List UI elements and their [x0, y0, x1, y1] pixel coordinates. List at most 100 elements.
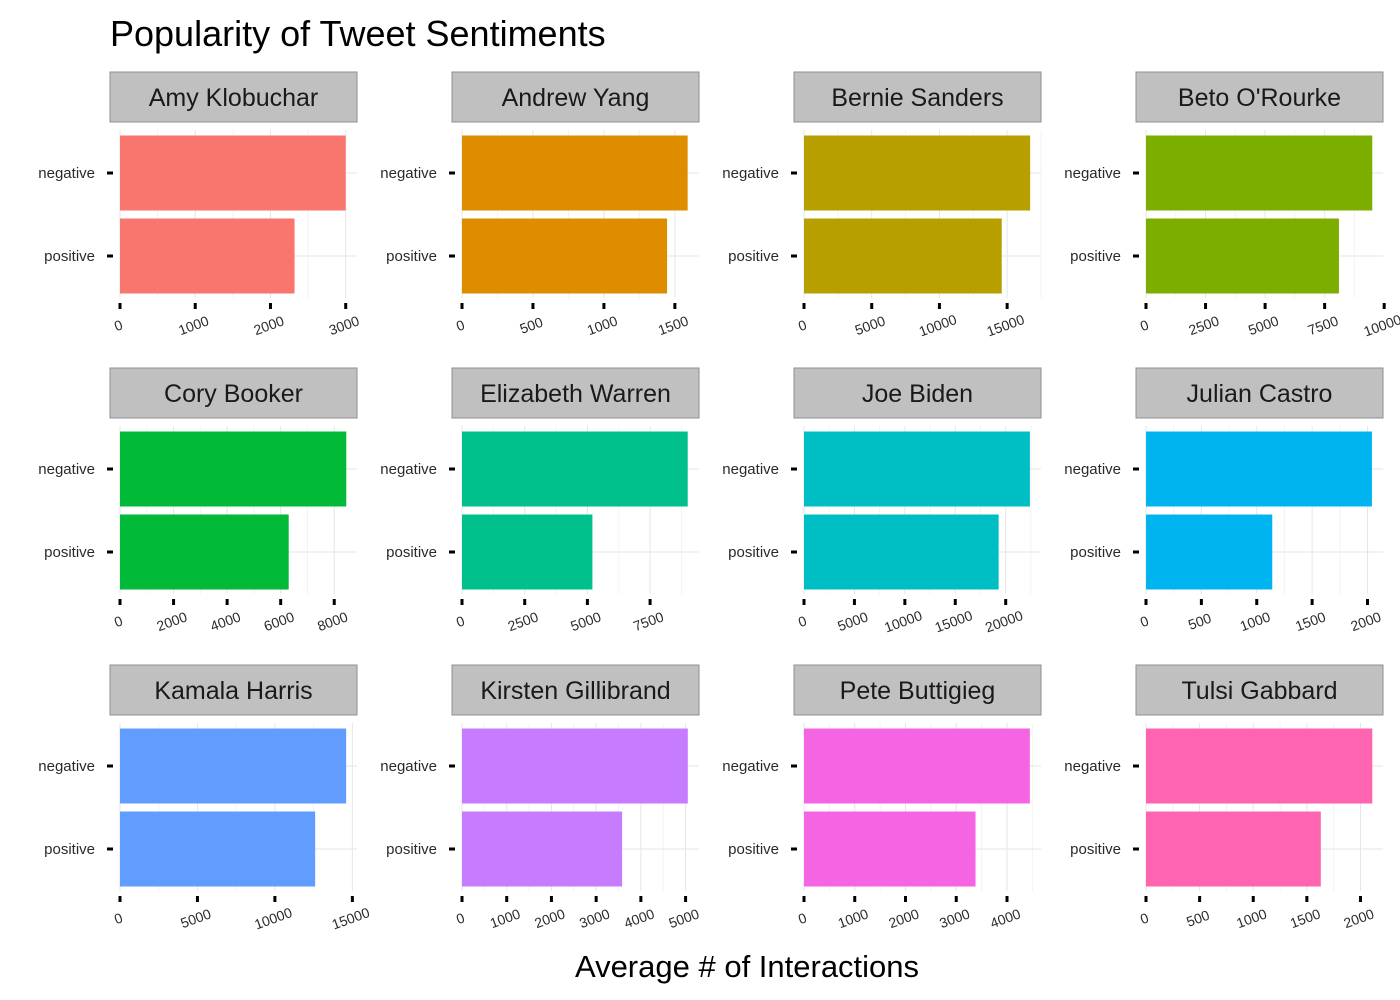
y-tick-label: positive: [1070, 544, 1121, 561]
y-tick-label: positive: [728, 544, 779, 561]
x-tick-label: 4000: [622, 905, 657, 931]
x-tick-label: 6000: [262, 608, 297, 634]
facet-strip-label: Julian Castro: [1187, 380, 1333, 408]
bar-positive: [462, 811, 623, 887]
facet-strip: [1135, 367, 1384, 419]
facet-strip: [109, 367, 358, 419]
y-tick-label: negative: [1064, 165, 1121, 182]
facet-strip-label: Pete Buttigieg: [840, 677, 996, 705]
facet-strip: [1135, 71, 1384, 123]
bar-positive: [120, 514, 289, 590]
y-tick-label: positive: [44, 841, 95, 858]
y-tick-label: negative: [38, 461, 95, 478]
x-tick-label: 15000: [330, 904, 372, 932]
y-tick-label: positive: [728, 248, 779, 265]
bar-negative: [804, 728, 1030, 804]
y-tick-label: negative: [380, 165, 437, 182]
x-tick-label: 500: [1184, 907, 1212, 930]
y-tick-label: negative: [722, 165, 779, 182]
x-tick-label: 0: [796, 612, 809, 630]
y-tick-label: negative: [1064, 758, 1121, 775]
y-tick-label: positive: [44, 544, 95, 561]
x-tick-label: 2000: [886, 905, 921, 931]
bar-positive: [120, 811, 316, 887]
facet-strip: [793, 71, 1042, 123]
bar-positive: [462, 514, 593, 590]
x-tick-label: 0: [112, 612, 125, 630]
bar-positive: [1146, 514, 1273, 590]
x-tick-label: 0: [1138, 909, 1151, 927]
y-tick-label: negative: [722, 461, 779, 478]
facet-grid: Amy Klobuchar negative positive 0 1000 2000 30…: [38, 71, 1400, 932]
facet-amy-klobuchar: Amy Klobuchar negative positive 0 1000 2000 30…: [38, 71, 362, 338]
bar-negative: [804, 135, 1031, 211]
x-tick-label: 7500: [1306, 312, 1341, 338]
facet-strip: [451, 71, 700, 123]
x-tick-label: 1000: [836, 905, 871, 931]
y-tick-label: negative: [380, 758, 437, 775]
x-tick-label: 7500: [631, 608, 666, 634]
bar-negative: [462, 431, 688, 507]
bar-negative: [1146, 431, 1372, 507]
x-tick-label: 3000: [327, 312, 362, 338]
facet-strip: [1135, 664, 1384, 716]
facet-strip: [109, 71, 358, 123]
x-tick-label: 1000: [1234, 905, 1269, 931]
x-tick-label: 0: [454, 909, 467, 927]
facet-kirsten-gillibrand: Kirsten Gillibrand negative positive 0 1000 2…: [380, 664, 702, 931]
bar-negative: [462, 728, 688, 804]
bar-positive: [804, 514, 999, 590]
y-tick-label: positive: [728, 841, 779, 858]
facet-strip-label: Elizabeth Warren: [480, 380, 671, 408]
facet-strip: [109, 664, 358, 716]
facet-tulsi-gabbard: Tulsi Gabbard negative positive 0 500 1000 150…: [1064, 664, 1384, 931]
x-tick-label: 10000: [882, 607, 924, 635]
x-tick-label: 0: [796, 909, 809, 927]
bar-negative: [1146, 728, 1373, 804]
x-tick-label: 4000: [988, 905, 1023, 931]
x-tick-label: 1500: [656, 312, 691, 338]
bar-negative: [120, 431, 347, 507]
x-tick-label: 10000: [1361, 311, 1400, 339]
x-tick-label: 5000: [568, 608, 603, 634]
facet-strip-label: Amy Klobuchar: [149, 84, 319, 112]
bar-negative: [120, 728, 347, 804]
x-tick-label: 0: [112, 909, 125, 927]
x-tick-label: 1000: [585, 312, 620, 338]
facet-strip: [451, 367, 700, 419]
x-tick-label: 1000: [1238, 608, 1273, 634]
x-tick-label: 5000: [178, 905, 213, 931]
y-tick-label: positive: [386, 248, 437, 265]
y-tick-label: negative: [1064, 461, 1121, 478]
x-tick-label: 1000: [488, 905, 523, 931]
facet-strip-label: Cory Booker: [164, 380, 303, 408]
bar-positive: [804, 811, 976, 887]
facet-strip-label: Beto O'Rourke: [1178, 84, 1341, 112]
facet-strip: [451, 664, 700, 716]
facet-elizabeth-warren: Elizabeth Warren negative positive 0 2500 500…: [380, 367, 700, 634]
x-tick-label: 2000: [251, 312, 286, 338]
x-tick-label: 5000: [1246, 312, 1281, 338]
x-tick-label: 1000: [176, 312, 211, 338]
x-tick-label: 5000: [835, 608, 870, 634]
x-tick-label: 15000: [984, 311, 1026, 339]
x-tick-label: 5000: [667, 905, 702, 931]
facet-joe-biden: Joe Biden negative positive 0 5000 10000 15000…: [722, 367, 1042, 635]
facet-strip: [793, 367, 1042, 419]
bar-negative: [1146, 135, 1373, 211]
facet-kamala-harris: Kamala Harris negative positive 0 5000 10000 1…: [38, 664, 372, 932]
bar-positive: [1146, 811, 1321, 887]
facet-strip-label: Kirsten Gillibrand: [480, 677, 670, 705]
x-tick-label: 500: [518, 314, 546, 337]
y-tick-label: negative: [722, 758, 779, 775]
facet-strip-label: Kamala Harris: [154, 677, 312, 705]
facet-beto-o-rourke: Beto O'Rourke negative positive 0 2500 5000 75…: [1064, 71, 1400, 339]
bar-negative: [120, 135, 346, 211]
x-tick-label: 2000: [1348, 608, 1383, 634]
chart-title: Popularity of Tweet Sentiments: [110, 13, 606, 54]
x-tick-label: 10000: [252, 904, 294, 932]
x-tick-label: 3000: [577, 905, 612, 931]
x-axis-label: Average # of Interactions: [575, 949, 919, 984]
facet-pete-buttigieg: Pete Buttigieg negative positive 0 1000 2000 3…: [722, 664, 1042, 931]
